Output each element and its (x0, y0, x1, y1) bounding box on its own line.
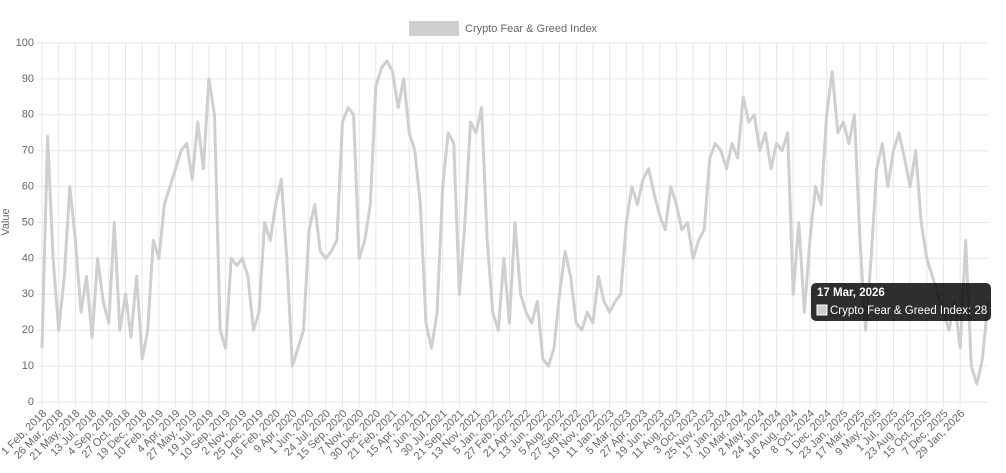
y-tick-label: 10 (22, 360, 34, 372)
y-axis-title: Value (0, 208, 12, 235)
y-tick-label: 100 (16, 37, 34, 49)
legend-label: Crypto Fear & Greed Index (465, 23, 598, 35)
legend-swatch (409, 21, 459, 36)
y-tick-label: 90 (22, 73, 34, 85)
tooltip: 17 Mar, 2026 Crypto Fear & Greed Index: 2… (811, 283, 991, 321)
tooltip-label: Crypto Fear & Greed Index: 28 (830, 305, 987, 317)
legend-item[interactable]: Crypto Fear & Greed Index (409, 21, 598, 36)
tooltip-title: 17 Mar, 2026 (817, 287, 885, 299)
y-tick-label: 70 (22, 145, 34, 157)
y-tick-label: 80 (22, 109, 34, 121)
y-tick-label: 0 (28, 396, 34, 408)
tooltip-box (811, 283, 991, 321)
y-tick-label: 30 (22, 288, 34, 300)
y-tick-label: 60 (22, 181, 34, 193)
y-tick-label: 20 (22, 324, 34, 336)
y-tick-label: 40 (22, 252, 34, 264)
tooltip-swatch (816, 304, 828, 316)
y-tick-label: 50 (22, 216, 34, 228)
series-line (40, 59, 990, 386)
